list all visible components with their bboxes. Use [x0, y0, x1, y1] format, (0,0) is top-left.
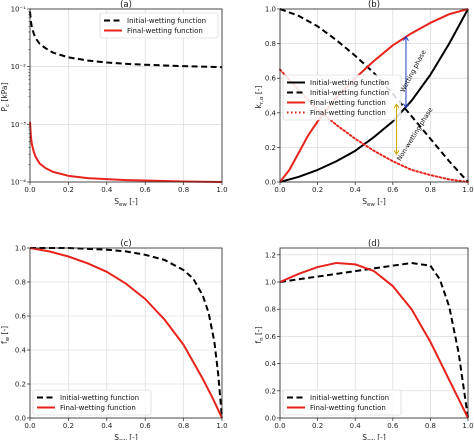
x-tick-label: 0.4: [101, 422, 113, 430]
y-tick-label: 0.0: [265, 415, 276, 423]
x-tick-label: 0.0: [24, 186, 35, 194]
legend-label: Final-wetting function: [127, 27, 203, 35]
y-axis-label: Pc [kPa]: [0, 82, 11, 111]
y-tick-label: 10⁻⁴: [11, 179, 27, 187]
y-tick-label: 0.4: [265, 109, 277, 117]
y-tick-label: 1.0: [15, 245, 26, 253]
legend-label: Initial-wetting function: [310, 394, 389, 402]
legend-label: Initial-wetting function: [127, 17, 206, 25]
x-tick-label: 0.0: [24, 422, 35, 430]
x-axis-label: Sew [-]: [362, 197, 386, 208]
series-line: [279, 8, 469, 183]
y-tick-label: 0.0: [15, 415, 26, 423]
legend: Initial-wetting function Final-wetting fu…: [99, 12, 219, 39]
y-tick-label: 0.2: [265, 144, 276, 152]
series-line: [29, 11, 223, 69]
x-tick-label: 0.6: [387, 186, 399, 194]
legend-box: [32, 389, 152, 416]
y-tick-label: 1.0: [265, 6, 276, 14]
x-tick-label: 0.8: [425, 186, 436, 194]
x-tick-label: 1.0: [462, 186, 473, 194]
legend-label: Final-wetting function: [310, 404, 386, 412]
x-tick-label: 1.0: [462, 422, 473, 430]
x-tick-label: 0.0: [274, 422, 285, 430]
panel-label: (b): [368, 0, 380, 10]
y-tick-label: 0.8: [265, 306, 276, 314]
x-axis-label: Sew [-]: [114, 433, 138, 440]
series-line: [29, 121, 223, 183]
legend-box: [282, 389, 402, 416]
legend-box: [282, 74, 402, 121]
legend-label: Initial-wetting function: [310, 79, 389, 87]
non-wetting-arrow-head: [393, 103, 400, 109]
legend: Initial-wetting function Final-wetting fu…: [32, 389, 152, 416]
legend: Initial-wetting function Initial-wetting …: [282, 74, 402, 121]
x-tick-label: 0.6: [387, 422, 399, 430]
series-line: [30, 247, 223, 419]
legend-label: Final-wetting function: [310, 109, 386, 117]
y-axis-label: fw [-]: [0, 326, 11, 344]
x-tick-label: 0.8: [178, 422, 189, 430]
y-tick-label: 0.2: [15, 381, 26, 389]
series-line: [279, 8, 469, 183]
y-tick-label: 0.6: [265, 333, 277, 341]
panel-d: 0.0 0.2 0.4 0.6 0.8 1.0 0.0 0.2 0.4 0.6 0.8 1.0 1.2 (…: [254, 239, 474, 440]
x-tick-label: 0.8: [178, 186, 189, 194]
y-tick-label: 0.8: [15, 279, 26, 287]
panel-b: 0.0 0.2 0.4 0.6 0.8 1.0 0.0 0.2 0.4 0.6 0.8 1.0 (b) S…: [254, 0, 474, 208]
x-axis-label: Sew [-]: [114, 197, 138, 208]
plot-frame: [29, 8, 223, 183]
y-axis-label: kr,α [-]: [254, 85, 265, 108]
panel-label: (a): [120, 0, 132, 10]
x-tick-label: 0.0: [274, 186, 285, 194]
non-wetting-arrow-head: [393, 150, 400, 156]
x-axis-label: Sew [-]: [362, 433, 386, 440]
legend-label: Final-wetting function: [60, 404, 136, 412]
y-tick-label: 0.8: [265, 40, 276, 48]
y-axis-label: fn [-]: [254, 326, 265, 343]
x-tick-label: 0.4: [350, 186, 362, 194]
plot-frame: [279, 8, 469, 183]
legend-label: Initial-wetting function: [60, 394, 139, 402]
y-tick-label: 0.6: [265, 75, 277, 83]
series-line: [279, 261, 469, 419]
legend-label: Final-wetting function: [310, 99, 386, 107]
x-tick-label: 0.2: [312, 186, 323, 194]
legend-box: [99, 12, 219, 39]
y-tick-label: 1.2: [265, 251, 276, 259]
plot-frame: [29, 247, 223, 419]
panel-a: 0.0 0.2 0.4 0.6 0.8 1.0 10⁻⁴ 10⁻³ 10⁻² 10⁻¹ (a) Sew…: [0, 0, 228, 208]
panel-label: (d): [368, 239, 380, 249]
panel-label: (c): [120, 239, 131, 249]
x-tick-label: 0.2: [63, 186, 74, 194]
y-tick-label: 10⁻²: [11, 63, 27, 71]
y-tick-label: 0.4: [265, 360, 277, 368]
annotation-wetting-phase: Wetting phase: [399, 49, 428, 94]
x-tick-label: 0.2: [63, 422, 74, 430]
y-tick-label: 0.4: [15, 347, 27, 355]
plot-frame: [279, 247, 469, 419]
y-tick-label: 10⁻¹: [11, 6, 27, 14]
legend-label: Initial-wetting function: [310, 89, 389, 97]
x-tick-label: 0.2: [312, 422, 323, 430]
x-tick-label: 0.4: [101, 186, 113, 194]
x-tick-label: 0.6: [140, 422, 152, 430]
x-tick-label: 0.6: [140, 186, 152, 194]
panel-c: 0.0 0.2 0.4 0.6 0.8 1.0 0.0 0.2 0.4 0.6 0.8 1.0 (c) S…: [0, 239, 228, 440]
legend: Initial-wetting function Final-wetting fu…: [282, 389, 402, 416]
wetting-arrow-head: [403, 103, 409, 109]
x-tick-label: 0.8: [425, 422, 436, 430]
x-tick-label: 1.0: [216, 422, 227, 430]
y-tick-label: 1.0: [265, 279, 276, 287]
series-line: [29, 247, 223, 419]
x-tick-label: 1.0: [216, 186, 227, 194]
y-tick-label: 10⁻³: [11, 121, 27, 129]
y-tick-label: 0.0: [265, 179, 276, 187]
y-tick-label: 0.2: [265, 387, 276, 395]
x-tick-label: 0.4: [350, 422, 362, 430]
y-tick-label: 0.6: [15, 313, 27, 321]
wetting-arrow-head: [403, 35, 409, 41]
